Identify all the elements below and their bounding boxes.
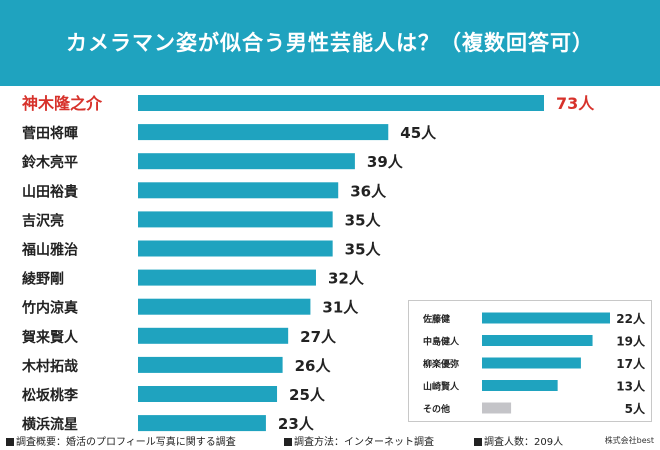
respondents-text: 調査人数：209人 xyxy=(484,437,564,448)
value-label: 35人 xyxy=(345,211,382,229)
inset-bar xyxy=(482,312,610,324)
value-label: 45人 xyxy=(400,124,437,142)
value-label: 39人 xyxy=(367,153,404,171)
inset-chart-box: 佐藤健 22人中島健人 19人柳楽優弥 17人山崎賢人 13人その他 5人 xyxy=(408,300,652,422)
inset-bar xyxy=(482,335,593,346)
bar xyxy=(138,182,339,199)
category-label: 松坂桃李 xyxy=(22,387,79,404)
value-label: 26人 xyxy=(295,357,332,375)
bar xyxy=(138,124,389,141)
inset-category-label: 中島健人 xyxy=(423,336,460,348)
square-bullet-icon xyxy=(6,438,14,446)
value-label: 73人 xyxy=(556,94,595,113)
value-label: 32人 xyxy=(328,270,365,288)
bar xyxy=(138,415,266,432)
inset-bar xyxy=(482,380,558,391)
value-label: 36人 xyxy=(350,182,387,200)
square-bullet-icon xyxy=(474,438,482,446)
inset-category-label: 山崎賢人 xyxy=(423,381,460,393)
bar xyxy=(138,269,316,286)
title-banner xyxy=(0,0,660,86)
inset-bar xyxy=(482,357,581,369)
category-label: 横浜流星 xyxy=(22,416,78,432)
bar xyxy=(138,386,278,402)
inset-category-label: 佐藤健 xyxy=(422,313,450,325)
bar xyxy=(138,211,333,228)
category-label: 木村拓哉 xyxy=(21,358,78,375)
bar xyxy=(138,356,283,373)
inset-category-label: 柳楽優弥 xyxy=(423,358,459,370)
value-label: 35人 xyxy=(345,241,382,259)
survey-method-text: 調査方法：インターネット調査 xyxy=(294,437,434,448)
bar xyxy=(138,153,355,170)
inset-value-label: 17人 xyxy=(616,356,646,371)
category-label: 菅田将暉 xyxy=(22,125,78,142)
inset-category-label: その他 xyxy=(423,403,450,415)
category-label: 鈴木亮平 xyxy=(22,154,78,171)
inset-value-label: 13人 xyxy=(616,379,646,394)
value-label: 27人 xyxy=(300,328,337,346)
category-label: 竹内涼真 xyxy=(21,300,78,317)
respondents-note: 調査人数：209人 xyxy=(474,433,563,448)
bar xyxy=(138,95,544,111)
value-label: 25人 xyxy=(289,386,326,404)
bar xyxy=(138,327,289,344)
square-bullet-icon xyxy=(284,438,292,446)
inset-value-label: 22人 xyxy=(616,311,646,326)
value-label: 23人 xyxy=(278,415,315,432)
bar xyxy=(138,240,333,257)
survey-overview-note: 調査概要：婚活のプロフィール写真に関する調査 xyxy=(6,433,236,448)
inset-value-label: 19人 xyxy=(616,334,646,349)
category-label: 神木隆之介 xyxy=(22,94,103,113)
company-credit: 株式会社best xyxy=(604,436,654,445)
bar xyxy=(138,298,311,315)
footer: 調査概要：婚活のプロフィール写真に関する調査 調査方法：インターネット調査 調査… xyxy=(6,433,654,449)
value-label: 31人 xyxy=(322,299,359,317)
chart-title: カメラマン姿が似合う男性芸能人は？（複数回答可） xyxy=(66,31,594,55)
category-label: 賀来賢人 xyxy=(21,329,79,346)
category-label: 吉沢亮 xyxy=(22,212,64,229)
category-label: 山田裕貴 xyxy=(22,183,78,200)
survey-overview-text: 調査概要：婚活のプロフィール写真に関する調査 xyxy=(16,437,236,448)
survey-method-note: 調査方法：インターネット調査 xyxy=(284,433,434,448)
category-label: 綾野剛 xyxy=(22,271,64,288)
inset-bar xyxy=(482,402,512,414)
inset-value-label: 5人 xyxy=(625,401,646,416)
category-label: 福山雅治 xyxy=(21,242,78,259)
